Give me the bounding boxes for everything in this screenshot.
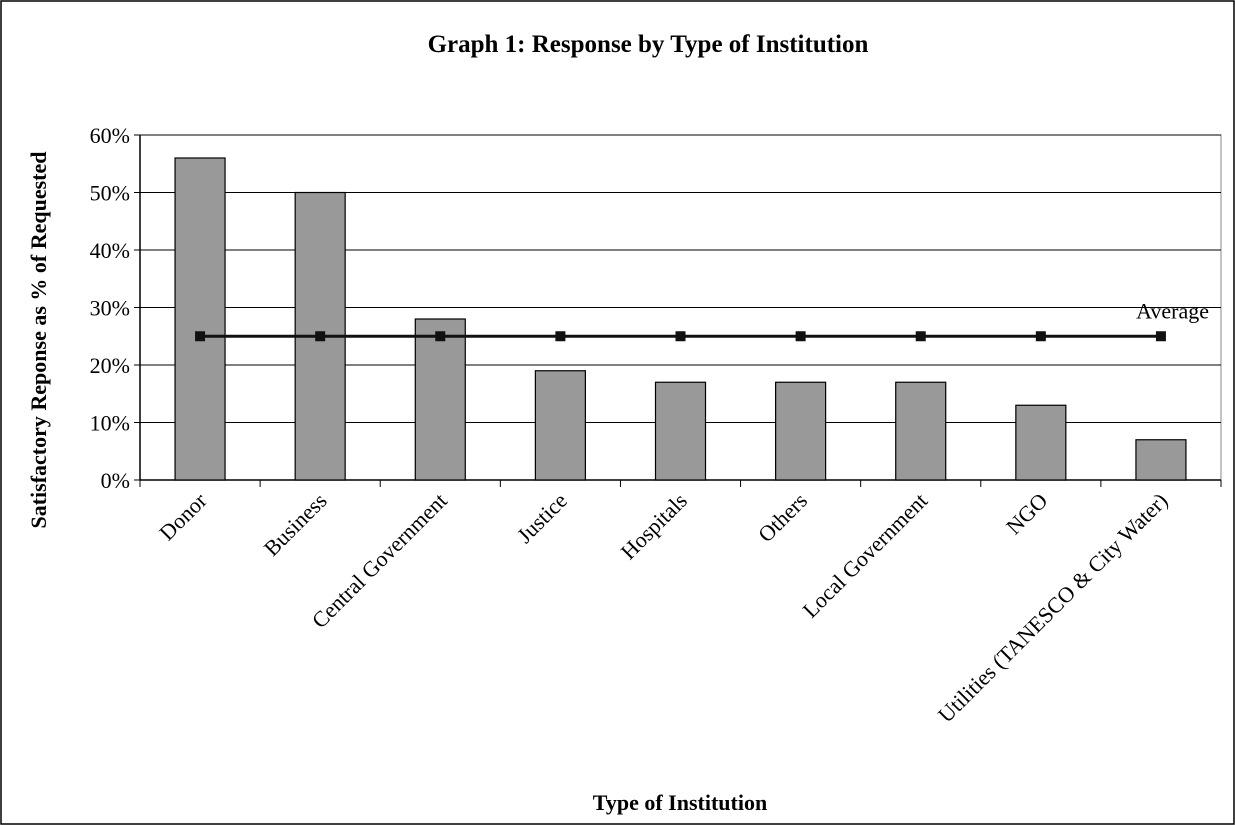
bar	[174, 157, 226, 481]
bar	[654, 381, 707, 481]
chart-title: Graph 1: Response by Type of Institution	[428, 31, 869, 58]
average-marker	[555, 331, 566, 342]
y-tick-label: 40%	[90, 238, 130, 263]
average-marker	[795, 331, 806, 342]
average-marker	[195, 331, 206, 342]
average-marker	[675, 331, 686, 342]
average-marker	[435, 331, 446, 342]
y-tick-label: 10%	[90, 411, 130, 436]
bar	[895, 381, 947, 481]
y-tick-label: 50%	[90, 181, 130, 206]
y-tick-label: 30%	[90, 296, 130, 321]
y-axis-title: Satisfactory Reponse as % of Requested	[26, 151, 51, 528]
bar	[534, 370, 586, 481]
average-marker	[915, 331, 926, 342]
bar	[1135, 439, 1187, 481]
y-tick-label: 60%	[90, 123, 130, 148]
x-axis-title: Type of Institution	[593, 790, 767, 815]
bar	[414, 318, 466, 481]
average-marker	[1035, 331, 1046, 342]
average-marker	[315, 331, 326, 342]
average-marker	[1155, 331, 1166, 342]
bar	[1015, 404, 1067, 481]
bar	[775, 381, 827, 481]
y-tick-label: 0%	[101, 468, 130, 493]
y-tick-label: 20%	[90, 353, 130, 378]
series-label: Average	[1136, 298, 1209, 323]
